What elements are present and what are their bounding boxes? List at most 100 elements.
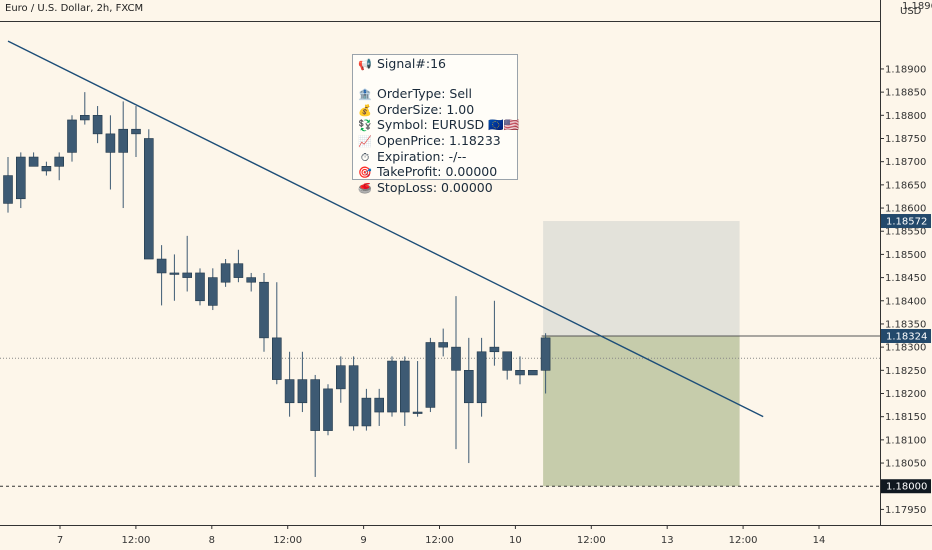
y-tick-label: 1.18600 (885, 204, 926, 215)
trendline (7, 40, 764, 418)
candle-body (361, 397, 372, 427)
y-tick-label: 1.18850 (885, 88, 926, 99)
bank-icon: 🏦 (358, 88, 372, 102)
y-tick-label: 1.18100 (885, 435, 926, 446)
megaphone-icon: 📢 (358, 58, 372, 71)
candle-body (476, 351, 487, 404)
chart-up-icon: 📈 (358, 134, 372, 148)
candle-body (348, 365, 359, 427)
y-tick-label: 1.18350 (885, 319, 926, 330)
candle-body (284, 379, 295, 404)
info-line-0: 📢 Signal#:16 (357, 56, 513, 73)
info-line-4: 💱 Symbol: EURUSD 🇪🇺🇺🇸 (357, 118, 519, 134)
x-tick-label: 12:00 (729, 535, 758, 546)
y-tick-label: 1.18650 (885, 180, 926, 191)
candle-body (297, 379, 308, 404)
candle-body (489, 346, 500, 353)
take-profit-zone (543, 336, 740, 487)
info-line-5: 📈 OpenPrice: 1.18233 (357, 133, 513, 150)
candle-body (233, 263, 244, 278)
info-line-8: 🥌 StopLoss: 0.00000 (357, 179, 513, 197)
candle-body (527, 370, 538, 376)
candle-body (335, 365, 346, 390)
y-tick-label: 1.18900 (885, 64, 926, 75)
y-tick-label: 1.18400 (885, 296, 926, 307)
y-tick-label: 1.18450 (885, 273, 926, 284)
candle-body (195, 272, 205, 302)
candle-body (540, 337, 551, 371)
price-tag-label: 1.18572 (886, 217, 927, 228)
signal-info-box: 📢 Signal#:16 🏦 OrderType: Sell 💰 OrderSiz… (352, 54, 519, 195)
y-tick-label: 1.18150 (885, 412, 926, 423)
candle-body (67, 119, 77, 153)
y-tick-label: 1.18050 (885, 459, 926, 470)
candle-body (80, 115, 90, 121)
candle-body (425, 342, 436, 408)
candle-body (502, 351, 513, 371)
x-tick-label: 9 (360, 535, 366, 546)
info-line-7: 🎯 TakeProfit: 0.00000 (357, 164, 513, 181)
stopwatch-icon: ⏱ (360, 150, 370, 164)
candle-body (208, 277, 218, 306)
candle-body (92, 115, 103, 135)
x-tick-label: 10 (509, 535, 522, 546)
info-line-text: Expiration: -/-- (376, 148, 467, 164)
y-tick-label: 1.17950 (885, 505, 926, 516)
y-tick-label: 1.18250 (885, 366, 926, 377)
x-tick-label: 8 (209, 535, 215, 546)
info-line-6: ⏱ Expiration: -/-- (357, 148, 513, 166)
candle-body (54, 156, 65, 167)
info-line-text (357, 72, 361, 87)
candle-body (463, 370, 474, 404)
info-line-text: OrderType: Sell (376, 86, 472, 102)
candle-body (156, 258, 167, 274)
price-tag-label: 1.18000 (886, 482, 927, 493)
candle-body (131, 128, 141, 135)
x-tick-label: 12:00 (121, 535, 150, 546)
y-tick-label: 1.18200 (885, 389, 926, 400)
target-icon: 🎯 (358, 166, 372, 180)
currency-exchange-icon: 💱 (358, 119, 372, 133)
candle-body (105, 133, 116, 153)
x-tick-label: 12:00 (273, 535, 302, 546)
candle-body (144, 138, 154, 260)
money-bag-icon: 💰 (358, 103, 372, 117)
axis-currency-top: 1.1896 (902, 1, 932, 12)
candle-body (451, 346, 461, 371)
y-tick-label: 1.18300 (885, 343, 926, 354)
y-tick-label: 1.18500 (885, 250, 926, 261)
info-line-1 (357, 73, 513, 88)
info-line-3: 💰 OrderSize: 1.00 (357, 101, 513, 119)
info-line-text: StopLoss: 0.00000 (376, 179, 493, 195)
candle-body (310, 379, 321, 431)
x-tick-label: 12:00 (577, 535, 606, 546)
candle-body (246, 277, 256, 283)
candle-body (3, 175, 13, 204)
candle-body (28, 156, 39, 167)
candle-body (399, 360, 410, 413)
candle-body (169, 272, 180, 275)
info-line-text: Signal#:16 (376, 56, 446, 71)
y-tick-label: 1.18700 (885, 157, 926, 168)
candle-body (41, 166, 52, 172)
y-tick-label: 1.18550 (885, 227, 926, 238)
candle-body (15, 156, 26, 200)
x-tick-label: 7 (57, 535, 63, 546)
info-line-2: 🏦 OrderType: Sell (357, 86, 513, 103)
price-tag-label: 1.18324 (886, 332, 927, 343)
candle-body (438, 342, 449, 348)
candle-body (323, 388, 333, 431)
stop-loss-zone (543, 221, 740, 337)
info-line-text: OrderSize: 1.00 (376, 101, 475, 117)
candle-body (259, 281, 269, 339)
candle-body (515, 370, 525, 376)
x-tick-label: 12:00 (425, 535, 454, 546)
chart-symbol-title: Euro / U.S. Dollar, 2h, FXCM (5, 3, 144, 14)
price-tag-bg (881, 479, 931, 494)
x-tick-label: 13 (661, 535, 674, 546)
y-tick-label: 1.18750 (885, 134, 926, 145)
stop-icon: 🥌 (358, 181, 372, 195)
candle-body (374, 397, 385, 413)
candle-body (387, 360, 397, 413)
candle-body (118, 128, 128, 153)
